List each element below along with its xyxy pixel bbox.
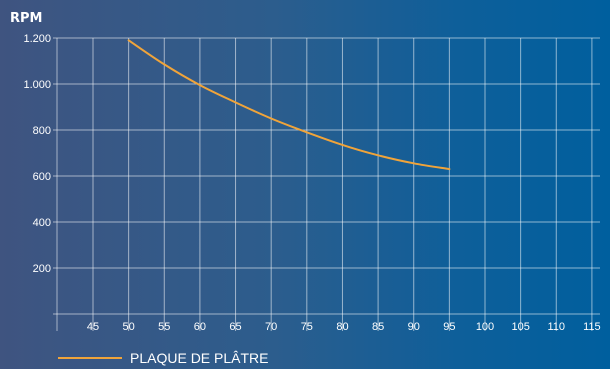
legend: PLAQUE DE PLÂTRE: [58, 350, 269, 366]
x-tick-label: 110: [547, 321, 565, 333]
x-tick-label: 85: [372, 321, 384, 333]
x-tick-label: 80: [336, 321, 348, 333]
x-tick-label: 90: [408, 321, 420, 333]
y-tick-label: 400: [33, 217, 51, 229]
y-tick-label: 200: [33, 263, 51, 275]
x-tick-label: 65: [229, 321, 241, 333]
x-tick-label: 115: [583, 321, 601, 333]
y-tick-label: 800: [33, 125, 51, 137]
y-tick-label: 1.000: [23, 79, 51, 91]
x-tick-label: 75: [301, 321, 313, 333]
tick-labels: 200 400 600 800 1.000 1.200 45 50 55 60 65 70 75 80 85…: [23, 33, 600, 333]
series-line: [127, 39, 451, 171]
grid: [53, 37, 600, 331]
series-group: [127, 39, 451, 171]
x-tick-label: 70: [265, 321, 277, 333]
x-tick-label: 45: [87, 321, 99, 333]
x-tick-label: 100: [476, 321, 494, 333]
y-tick-label: 600: [33, 171, 51, 183]
y-axis-label: RPM: [10, 11, 42, 26]
x-tick-label: 55: [158, 321, 170, 333]
x-tick-label: 105: [511, 321, 529, 333]
x-tick-label: 95: [443, 321, 455, 333]
x-tick-label: 60: [194, 321, 206, 333]
x-tick-label: 50: [123, 321, 135, 333]
y-tick-label: 1.200: [23, 33, 51, 45]
legend-label: PLAQUE DE PLÂTRE: [130, 350, 269, 366]
